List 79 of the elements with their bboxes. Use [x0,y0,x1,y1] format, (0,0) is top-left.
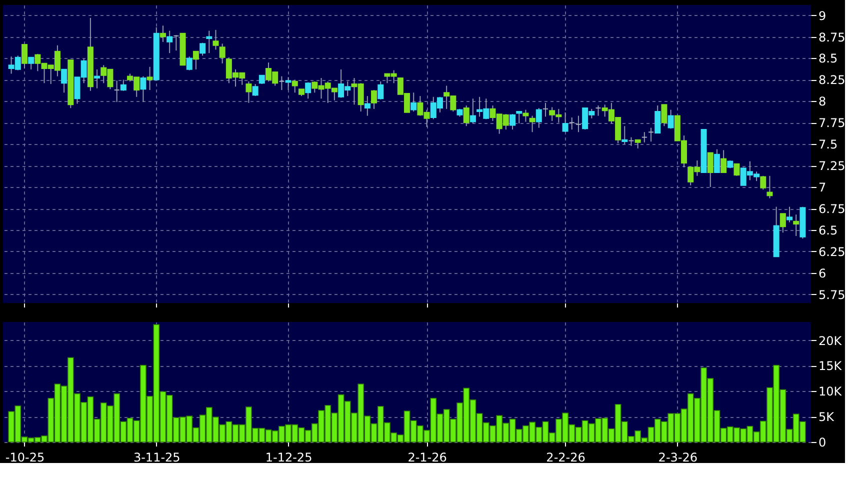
candlestick [720,150,727,173]
candlestick [305,82,312,100]
candlestick [536,108,542,128]
candlestick [378,80,384,100]
candlestick [94,68,100,89]
candlestick [542,102,548,118]
candlestick [786,206,793,223]
candlestick [470,98,476,124]
candlestick [114,80,120,103]
candlestick [648,127,654,142]
y-tick-label: 7.75 [818,116,846,130]
candlestick [200,42,206,56]
x-tick-label: 3-11-25 [133,450,180,464]
candlestick [766,175,773,199]
candlestick [793,214,800,237]
candlestick [173,34,180,52]
y-tick-label: 6.5 [818,224,838,238]
y-tick-label: 8 [818,94,826,109]
y-tick-label: 6.25 [818,244,846,259]
y-tick-label: 7 [818,180,826,195]
x-tick-label: 1-12-25 [265,450,312,464]
candlestick [568,117,575,130]
candlestick [654,104,661,134]
y-tick-label: 10K [818,384,843,399]
y-tick-label: 20K [818,334,843,348]
candlestick [641,132,648,143]
candlestick [120,79,126,92]
candlestick [140,76,146,103]
candlestick [661,104,668,127]
candlestick [516,110,522,124]
candlestick [160,25,166,42]
candlestick [278,76,285,91]
x-tick-label: 2-1-26 [408,450,447,464]
y-tick-label: 7.25 [818,159,846,174]
candlestick [21,44,28,70]
candlestick [529,115,536,133]
candlestick [61,68,68,94]
candlestick [28,56,34,70]
candlestick [285,76,292,91]
candlestick [212,29,219,50]
candlestick [668,109,674,130]
candlestick [622,126,628,145]
candlestick [252,84,258,97]
candlestick [734,163,740,176]
y-tick-label: 8.25 [818,73,846,88]
candlestick [463,104,470,127]
candlestick [364,96,370,116]
y-tick-label: 5.75 [818,288,846,302]
candlestick [146,66,153,91]
candlestick [562,112,568,133]
y-tick-label: 0 [818,436,826,450]
candlestick [292,79,298,94]
candlestick [522,109,529,122]
y-tick-label: 9 [818,8,826,23]
candlestick [510,114,516,130]
candlestick [192,50,199,70]
candlestick [186,56,192,71]
candlestick [595,104,602,116]
candlestick [760,175,766,190]
candlestick [714,148,720,173]
x-tick-label: 2-3-26 [658,450,698,464]
candlestick [246,80,252,104]
candlestick [219,43,226,64]
y-tick-label: 8.75 [818,30,846,44]
y-tick-label: 6 [818,266,826,280]
x-tick-label: 2-2-26 [546,450,586,464]
candlestick [780,213,786,234]
y-tick-label: 6.75 [818,202,846,216]
candlestick [707,152,714,188]
candlestick [410,92,417,112]
y-tick-label: 5K [818,410,836,424]
y-tick-label: 7.5 [818,138,838,152]
candlestick [371,90,378,110]
candlestick [575,115,582,133]
candlestick [206,30,212,54]
y-tick-label: 15K [818,359,843,374]
x-tick-label: -10-25 [5,450,45,464]
y-tick-label: 8.5 [818,52,838,66]
candlestick [166,30,173,54]
